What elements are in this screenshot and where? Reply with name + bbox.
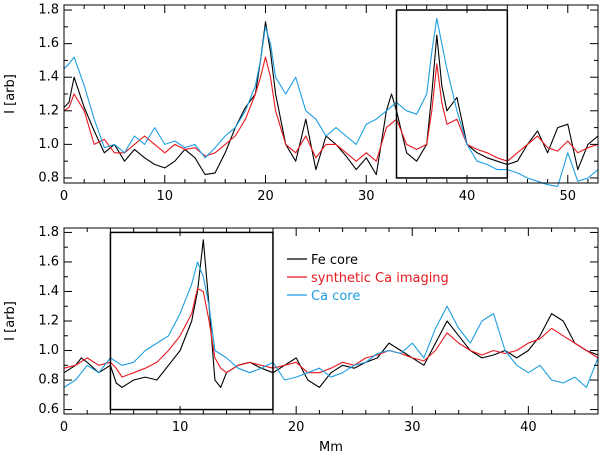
panel-bottom-ytick-label: 1.8 <box>38 225 59 240</box>
panel-bottom-ytick-label: 1.0 <box>38 343 59 358</box>
panel-bottom-xtick-label: 0 <box>60 420 68 435</box>
panel-bottom-ticks <box>63 228 599 414</box>
panel-bottom-series-fe-core <box>63 239 599 388</box>
panel-top-series-synthetic-ca-imaging <box>63 56 599 162</box>
panel-bottom-xtick-label: 20 <box>288 420 305 435</box>
panel-top-xtick-label: 20 <box>257 189 274 204</box>
panel-top-xtick-label: 40 <box>459 189 476 204</box>
panel-top-ytick-label: 1.2 <box>38 103 59 118</box>
panel-bottom-ytick-label: 1.6 <box>38 254 59 269</box>
panel-top-ytick-label: 1.0 <box>38 137 59 152</box>
legend-label-fe-core: Fe core <box>311 253 358 268</box>
legend-label-ca-core: Ca core <box>311 289 360 304</box>
panel-bottom: 0.6 0.8 1.0 1.2 1.4 1.6 1.8 0 10 20 30 4… <box>3 225 599 455</box>
panel-bottom-xtick-label: 40 <box>520 420 537 435</box>
panel-bottom-ytick-label: 1.2 <box>38 314 59 329</box>
panel-bottom-series-ca-core <box>63 261 599 388</box>
panel-top: 0.8 1.0 1.2 1.4 1.6 1.8 0 10 20 30 40 50… <box>3 3 599 204</box>
panel-top-xtick-label: 10 <box>156 189 173 204</box>
panel-top-xtick-label: 0 <box>60 189 68 204</box>
panel-bottom-ytick-label: 0.8 <box>38 373 59 388</box>
panel-bottom-ytick-label: 0.6 <box>38 402 59 417</box>
panel-top-ylabel: I [arb] <box>3 74 18 114</box>
panel-top-axes-frame <box>63 4 599 184</box>
panel-top-series-ca-core <box>63 17 599 187</box>
legend: Fe core synthetic Ca imaging Ca core <box>287 253 449 304</box>
panel-top-xtick-label: 30 <box>358 189 375 204</box>
panel-bottom-xtick-label: 30 <box>404 420 421 435</box>
panel-top-series-group <box>63 17 599 187</box>
panel-top-ytick-label: 0.8 <box>38 170 59 185</box>
panel-bottom-ylabel: I [arb] <box>3 301 18 341</box>
panel-bottom-highlight-box <box>109 231 274 411</box>
panel-top-ytick-label: 1.4 <box>38 70 59 85</box>
panel-top-series-fe-core <box>63 21 599 176</box>
panel-top-ytick-label: 1.6 <box>38 36 59 51</box>
panel-top-xtick-label: 50 <box>560 189 577 204</box>
panel-top-ticks <box>63 5 598 183</box>
panel-bottom-xtick-label: 10 <box>172 420 189 435</box>
panel-top-highlight-box <box>395 9 509 179</box>
panel-bottom-series-group <box>63 239 599 388</box>
panel-top-ytick-label: 1.8 <box>38 3 59 18</box>
panel-bottom-ytick-label: 1.4 <box>38 284 59 299</box>
legend-label-synthetic-ca-imaging: synthetic Ca imaging <box>311 271 449 286</box>
panel-bottom-xlabel: Mm <box>319 440 343 455</box>
